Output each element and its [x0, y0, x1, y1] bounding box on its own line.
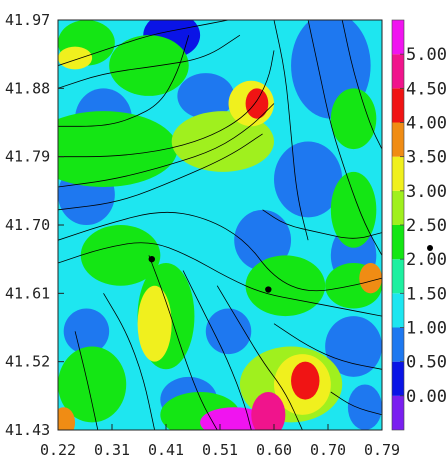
streamline — [58, 211, 382, 292]
contour-region — [200, 407, 269, 430]
contour-region — [325, 316, 382, 377]
colorbar-label: 0.000 — [406, 387, 448, 407]
y-tick-label: 41.88 — [5, 79, 50, 97]
contour-region — [359, 262, 382, 294]
streamline — [58, 35, 190, 127]
contour-region — [330, 171, 377, 248]
streamline — [148, 255, 218, 430]
contour-region — [205, 308, 252, 355]
contour-region — [177, 73, 235, 119]
colorbar-side-dot — [427, 245, 433, 251]
contour-region — [58, 111, 178, 188]
x-tick-label: 0.31 — [94, 441, 130, 459]
y-tick-label: 41.97 — [5, 11, 50, 29]
colorbar-segment — [392, 88, 404, 123]
x-tick-label: 0.51 — [202, 441, 238, 459]
streamline — [58, 50, 275, 158]
colorbar-label: 1.500 — [406, 284, 448, 304]
colorbar-label: 0.500 — [406, 353, 448, 373]
y-tick-label: 41.52 — [5, 353, 50, 371]
contour-region — [330, 88, 377, 150]
y-tick-label: 41.61 — [5, 284, 50, 302]
streamline — [58, 34, 241, 89]
colorbar-segment — [392, 156, 404, 191]
contour-region — [171, 111, 274, 172]
colorbar-label: 4.000 — [406, 114, 448, 134]
data-point-marker — [265, 286, 272, 293]
contour-region — [58, 407, 76, 430]
colorbar-label: 3.000 — [406, 182, 448, 202]
colorbar-segment — [392, 293, 404, 328]
streamline — [182, 270, 252, 430]
x-tick-label: 0.79 — [364, 441, 400, 459]
streamline — [74, 331, 99, 430]
contour-region — [137, 285, 172, 362]
contour-region — [58, 46, 93, 70]
y-tick-label: 41.43 — [5, 421, 50, 439]
streamline — [58, 103, 275, 188]
streamline — [273, 323, 382, 370]
colorbar-label: 4.500 — [406, 79, 448, 99]
colorbar-label: 3.500 — [406, 148, 448, 168]
contour-region — [63, 308, 110, 355]
contour-region — [251, 392, 286, 430]
streamline — [103, 293, 155, 430]
contour-region — [291, 361, 320, 400]
streamline — [262, 209, 382, 239]
streamline — [216, 285, 303, 430]
colorbar-segment — [392, 225, 404, 260]
contour-region — [234, 209, 292, 271]
y-tick-label: 41.79 — [5, 148, 50, 166]
colorbar-label: 2.500 — [406, 216, 448, 236]
colorbar-label: 5.000 — [406, 45, 448, 65]
colorbar-segment — [392, 259, 404, 294]
colorbar-segment — [392, 20, 404, 55]
x-tick-label: 0.22 — [40, 441, 76, 459]
colorbar-segment — [392, 122, 404, 157]
contour-region — [347, 384, 382, 430]
contour-region — [80, 225, 161, 286]
colorbar-segment — [392, 361, 404, 396]
contour-region — [245, 88, 269, 119]
streamline — [58, 133, 263, 211]
colorbar-label: 1.000 — [406, 319, 448, 339]
streamline — [58, 242, 382, 317]
contour-region — [274, 141, 343, 218]
contour-region — [245, 255, 326, 317]
colorbar-label: 2.000 — [406, 250, 448, 270]
x-tick-label: 0.70 — [310, 441, 346, 459]
x-tick-label: 0.60 — [256, 441, 292, 459]
contour-region — [109, 35, 189, 96]
streamline — [58, 20, 229, 66]
colorbar-segment — [392, 327, 404, 362]
colorbar-segment — [392, 395, 404, 430]
colorbar-segment — [392, 190, 404, 225]
y-tick-label: 41.70 — [5, 216, 50, 234]
data-point-marker — [148, 255, 155, 263]
colorbar-segment — [392, 54, 404, 89]
contour-region — [58, 346, 127, 423]
streamline — [273, 20, 309, 241]
streamline — [330, 391, 382, 416]
x-tick-label: 0.41 — [148, 441, 184, 459]
streamline — [307, 20, 382, 256]
streamline — [341, 20, 382, 150]
